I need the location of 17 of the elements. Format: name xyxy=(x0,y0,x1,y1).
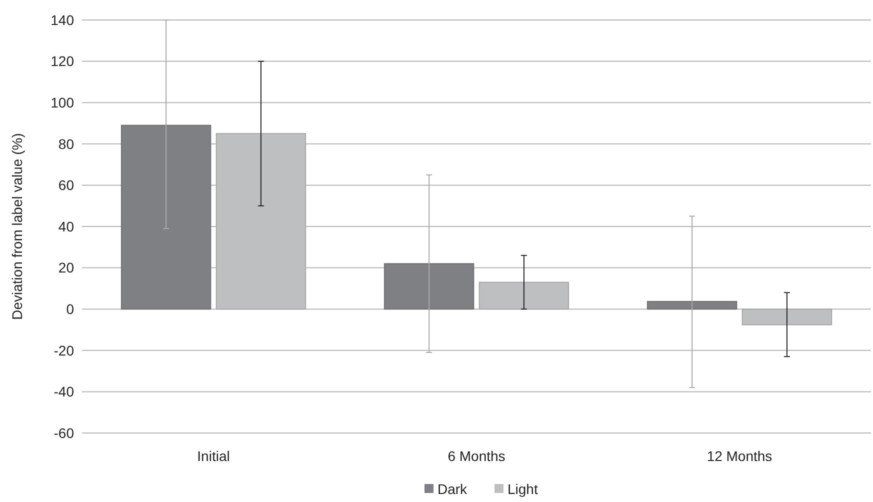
y-tick-label: 20 xyxy=(58,260,74,276)
y-tick-label: -20 xyxy=(54,342,74,358)
y-tick-label: -40 xyxy=(54,384,74,400)
x-tick-label: Initial xyxy=(197,448,230,464)
y-tick-label: -60 xyxy=(54,424,74,441)
y-tick-label: 120 xyxy=(50,53,74,70)
y-tick-label: 140 xyxy=(50,12,74,28)
x-tick-label: 6 Months xyxy=(448,448,506,464)
y-tick-label: 0 xyxy=(66,301,74,317)
y-axis-title: Deviation from label value (%) xyxy=(9,133,25,320)
y-tick-label: 100 xyxy=(50,94,74,110)
x-tick-label: 12 Months xyxy=(706,448,772,464)
legend-label: Dark xyxy=(438,481,468,497)
y-tick-label: 40 xyxy=(58,218,74,234)
y-tick-label: 80 xyxy=(58,136,74,152)
legend-label: Light xyxy=(508,481,538,497)
y-tick-label: 60 xyxy=(58,177,74,194)
